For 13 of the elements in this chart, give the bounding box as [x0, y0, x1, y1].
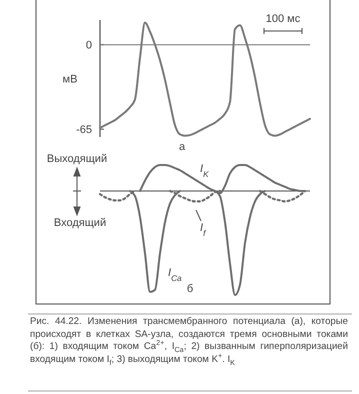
y-axis-title: мВ [62, 73, 78, 86]
line-series [99, 22, 311, 137]
text: Рис. 44.22. Изменения трансмембранного потенциала (а), которые происходят в клетках SA-узла, создаются тремя основными токами (б): 1) входящим током Ca$^{2+}$, I$_{Ca}$; 2) вызванным гиперполяризацией входящим током I$_{f}$; 3) выходящим током K$^{+}$. I$_{K}$ [30, 316, 348, 366]
text: а [178, 141, 186, 153]
y-tick-label: 0 [86, 40, 92, 52]
series-label: I$_{f}$ [200, 222, 206, 238]
annotation: Выходящий [46, 153, 108, 165]
annotation: 100 мс [266, 13, 301, 25]
series-label: I$_{Ca}$ [168, 267, 182, 282]
y-tick-label: -65 [76, 124, 92, 136]
annotation: б [186, 283, 194, 295]
series-label: I$_{K}$ [200, 163, 210, 178]
annotation: Входящий [54, 217, 106, 229]
